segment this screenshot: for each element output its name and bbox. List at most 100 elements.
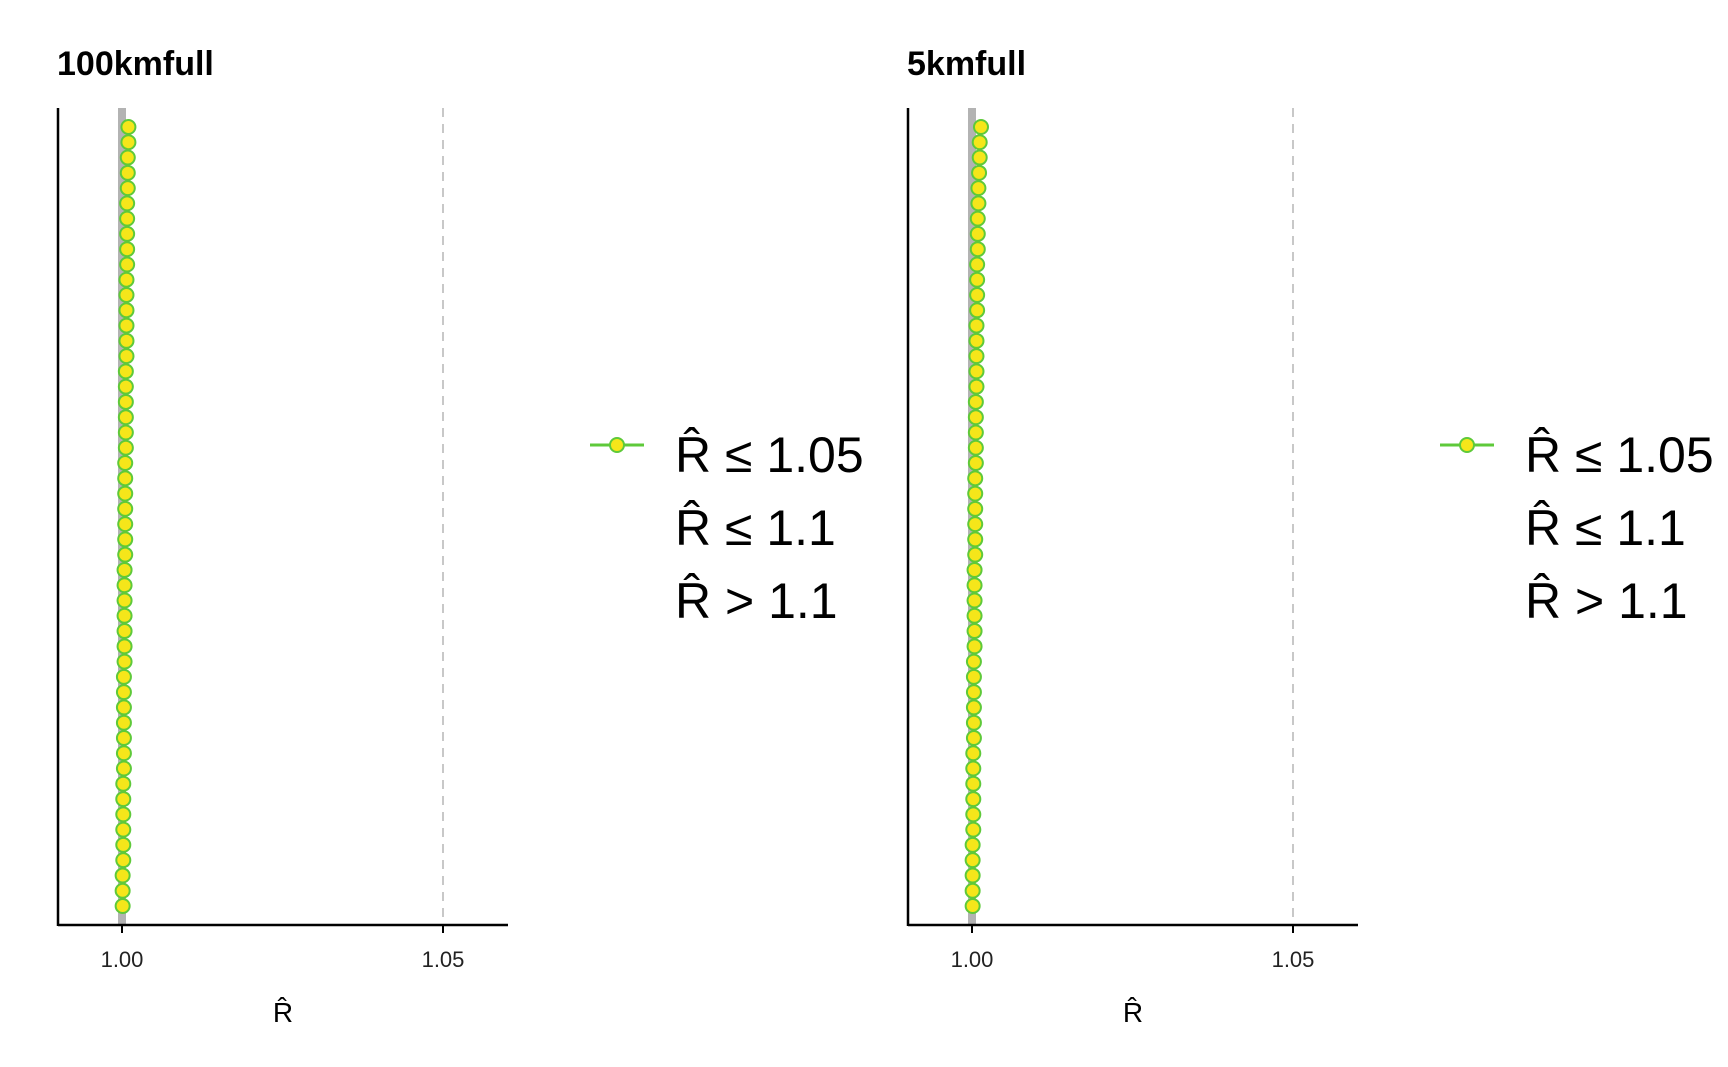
- data-point: [119, 195, 136, 212]
- data-point: [969, 271, 986, 288]
- data-point: [964, 898, 981, 914]
- data-point: [116, 653, 133, 670]
- data-point: [970, 180, 987, 197]
- data-point: [117, 470, 134, 487]
- data-point: [118, 302, 135, 319]
- data-point: [115, 668, 132, 685]
- data-point: [117, 363, 134, 380]
- data-point: [972, 119, 989, 135]
- data-point: [965, 684, 982, 701]
- data-point: [118, 348, 135, 365]
- legend-label: R̂ > 1.1: [1525, 573, 1688, 629]
- data-point: [969, 210, 986, 227]
- data-point: [965, 653, 982, 670]
- data-point: [119, 256, 136, 273]
- data-point: [116, 592, 133, 609]
- data-point: [965, 699, 982, 716]
- data-point: [120, 119, 137, 135]
- data-point: [118, 271, 135, 288]
- data-point: [117, 439, 134, 456]
- x-tick-label: 1.05: [422, 947, 465, 972]
- x-axis-label: R̂: [1123, 997, 1143, 1028]
- data-point: [968, 378, 985, 395]
- data-point: [968, 332, 985, 349]
- data-point: [967, 485, 984, 502]
- data-point: [964, 836, 981, 853]
- data-point: [967, 546, 984, 563]
- data-point: [117, 516, 134, 533]
- data-point: [967, 500, 984, 517]
- data-point: [969, 256, 986, 273]
- chart-panel-100kmfull: 100kmfull 1.00 1.05 R̂ R̂ ≤ 1.05 R̂ ≤ 1.1 R̂ >…: [56, 45, 864, 1028]
- data-point: [115, 714, 132, 731]
- data-point: [115, 699, 132, 716]
- data-point: [967, 470, 984, 487]
- data-point: [119, 241, 136, 258]
- data-point: [966, 607, 983, 624]
- data-point: [117, 485, 134, 502]
- data-point: [967, 516, 984, 533]
- data-point: [964, 867, 981, 884]
- legend-point-key: [609, 437, 625, 453]
- data-point: [117, 531, 134, 548]
- chart-title: 5kmfull: [907, 45, 1026, 83]
- x-tick-label: 1.00: [951, 947, 994, 972]
- data-point: [119, 210, 136, 227]
- data-point: [967, 409, 984, 426]
- data-point: [967, 424, 984, 441]
- data-point: [116, 577, 133, 594]
- data-point: [970, 195, 987, 212]
- data-point: [118, 332, 135, 349]
- data-point: [966, 561, 983, 578]
- legend-label: R̂ ≤ 1.05: [1525, 427, 1714, 483]
- data-point: [114, 867, 131, 884]
- data-point: [966, 592, 983, 609]
- data-point: [964, 882, 981, 899]
- data-point: [114, 898, 131, 914]
- data-point: [965, 791, 982, 808]
- data-point: [968, 363, 985, 380]
- data-point: [117, 393, 134, 410]
- data-point: [116, 607, 133, 624]
- data-point: [965, 775, 982, 792]
- x-tick-label: 1.00: [101, 947, 144, 972]
- data-point: [967, 455, 984, 472]
- data-point: [967, 531, 984, 548]
- data-point: [117, 546, 134, 563]
- data-point: [971, 164, 988, 181]
- legend-label: R̂ > 1.1: [675, 573, 838, 629]
- data-point: [969, 225, 986, 242]
- data-point: [119, 149, 136, 166]
- data-point: [965, 668, 982, 685]
- data-point: [969, 241, 986, 258]
- x-tick-label: 1.05: [1272, 947, 1315, 972]
- legend-label: R̂ ≤ 1.1: [1525, 500, 1686, 556]
- data-point: [967, 393, 984, 410]
- data-point: [966, 638, 983, 655]
- x-axis-label: R̂: [273, 997, 293, 1028]
- data-point: [117, 378, 134, 395]
- data-point: [969, 302, 986, 319]
- data-point: [968, 317, 985, 334]
- legend-point-key: [1459, 437, 1475, 453]
- data-point: [967, 439, 984, 456]
- data-point: [968, 348, 985, 365]
- data-point: [115, 775, 132, 792]
- data-point: [119, 164, 136, 181]
- data-point: [964, 852, 981, 869]
- chart-panel-5kmfull: 5kmfull 1.00 1.05 R̂ R̂ ≤ 1.05 R̂ ≤ 1.1 R̂ > 1…: [906, 45, 1714, 1028]
- data-point: [965, 714, 982, 731]
- data-point: [117, 424, 134, 441]
- data-point: [115, 791, 132, 808]
- legend-label: R̂ ≤ 1.05: [675, 427, 864, 483]
- data-point: [115, 852, 132, 869]
- data-point: [965, 821, 982, 838]
- data-point: [117, 409, 134, 426]
- legend-label: R̂ ≤ 1.1: [675, 500, 836, 556]
- data-point: [115, 806, 132, 823]
- data-point: [965, 745, 982, 762]
- data-point: [965, 760, 982, 777]
- data-point: [119, 225, 136, 242]
- data-point: [118, 317, 135, 334]
